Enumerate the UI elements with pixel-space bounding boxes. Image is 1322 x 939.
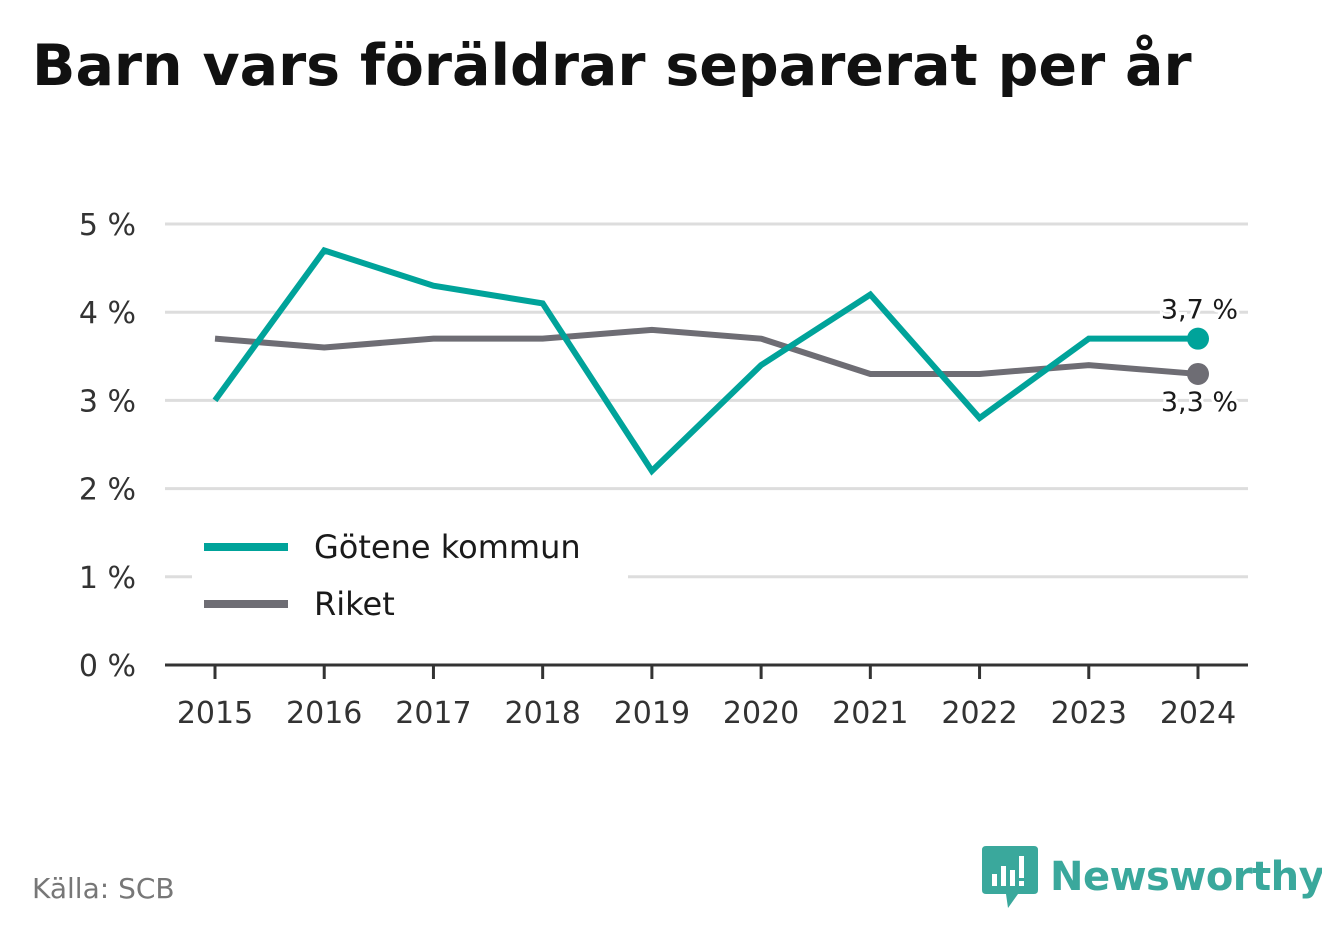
legend-background bbox=[192, 519, 628, 629]
y-tick-label: 4 % bbox=[79, 296, 136, 331]
y-tick-label: 2 % bbox=[79, 473, 136, 508]
x-tick-label: 2017 bbox=[395, 696, 471, 731]
y-tick-label: 3 % bbox=[79, 384, 136, 419]
x-tick-label: 2016 bbox=[286, 696, 362, 731]
x-tick-label: 2021 bbox=[832, 696, 908, 731]
x-tick-label: 2020 bbox=[723, 696, 799, 731]
series-line-gotene bbox=[212, 246, 1198, 476]
y-tick-label: 5 % bbox=[79, 208, 136, 243]
y-tick-label: 0 % bbox=[79, 649, 136, 684]
x-tick-label: 2023 bbox=[1051, 696, 1127, 731]
x-tick-label: 2019 bbox=[614, 696, 690, 731]
data-label-end: 3,7 % bbox=[1161, 295, 1238, 326]
x-tick-label: 2015 bbox=[177, 696, 253, 731]
newsworthy-logo-icon bbox=[982, 846, 1038, 908]
source-note: Källa: SCB bbox=[32, 872, 175, 905]
y-tick-label: 1 % bbox=[79, 561, 136, 596]
series-end-point-gotene bbox=[1187, 327, 1209, 350]
logo-text: Newsworthy bbox=[1050, 854, 1322, 900]
data-label-end: 3,3 % bbox=[1161, 387, 1238, 418]
x-tick-label: 2024 bbox=[1160, 696, 1236, 731]
chart-title: Barn vars föräldrar separerat per år bbox=[32, 33, 1192, 99]
x-tick-label: 2022 bbox=[941, 696, 1017, 731]
x-tick-label: 2018 bbox=[504, 696, 580, 731]
series-line-riket bbox=[214, 326, 1199, 377]
newsworthy-logo: Newsworthy bbox=[980, 846, 1322, 908]
legend-label: Götene kommun bbox=[314, 528, 581, 566]
legend-label: Riket bbox=[314, 585, 395, 623]
series-end-point-riket bbox=[1187, 362, 1209, 385]
